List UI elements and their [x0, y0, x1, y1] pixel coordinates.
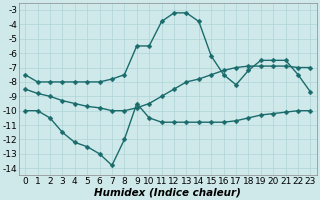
X-axis label: Humidex (Indice chaleur): Humidex (Indice chaleur)	[94, 187, 241, 197]
